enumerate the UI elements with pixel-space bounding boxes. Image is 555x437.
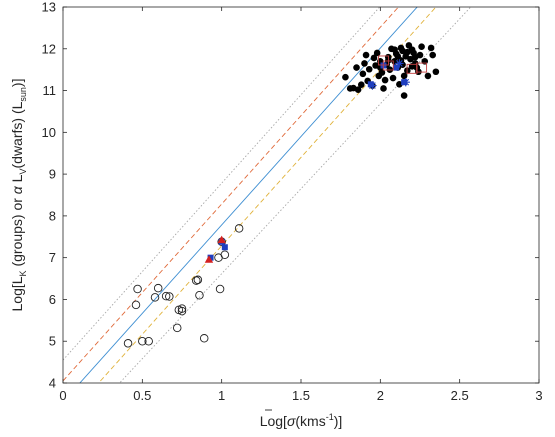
data-point-red-triangle bbox=[217, 235, 226, 244]
data-point-filled-circle bbox=[381, 76, 389, 84]
data-point-filled-circle bbox=[394, 52, 402, 60]
data-point-open-circle bbox=[153, 283, 163, 293]
x-axis-label-sigma: σ bbox=[287, 413, 296, 429]
data-point-filled-circle bbox=[373, 49, 381, 57]
x-tick-label: 0 bbox=[59, 388, 66, 403]
data-point-red-open-square bbox=[382, 60, 394, 71]
fit-line-dashed bbox=[98, 7, 437, 383]
data-point-filled-circle bbox=[424, 72, 432, 80]
x-tick-label: 3 bbox=[535, 388, 542, 403]
data-point-filled-circle bbox=[362, 51, 370, 59]
data-point-open-circle bbox=[220, 250, 230, 259]
data-point-filled-circle bbox=[378, 69, 386, 76]
data-point-blue-square bbox=[393, 64, 400, 71]
data-point-open-circle bbox=[150, 293, 160, 302]
x-tick-label: 1.5 bbox=[292, 388, 310, 403]
data-point-open-circle bbox=[161, 291, 171, 301]
data-point-filled-circle bbox=[389, 74, 397, 82]
data-point-open-circle bbox=[131, 300, 141, 310]
y-tick-label: 7 bbox=[49, 250, 56, 265]
data-point-filled-circle bbox=[353, 64, 360, 71]
data-point-open-circle bbox=[165, 292, 174, 301]
data-point-blue-star bbox=[401, 78, 410, 87]
y-tick-label: 9 bbox=[49, 167, 56, 182]
data-point-blue-square bbox=[207, 254, 214, 261]
y-tick-label: 11 bbox=[43, 83, 57, 98]
data-point-filled-circle bbox=[408, 46, 416, 53]
data-point-blue-star bbox=[395, 59, 404, 68]
x-tick-label: 0.5 bbox=[133, 388, 151, 403]
data-point-open-circle bbox=[177, 306, 187, 316]
fit-line-dashed bbox=[63, 7, 400, 382]
data-point-filled-circle bbox=[354, 86, 362, 94]
data-point-blue-square bbox=[221, 244, 228, 251]
plot-area bbox=[63, 7, 539, 383]
data-point-filled-circle bbox=[361, 60, 368, 67]
data-point-open-circle bbox=[138, 336, 147, 346]
data-point-filled-circle bbox=[396, 80, 403, 88]
data-point-open-circle bbox=[193, 275, 203, 285]
data-point-filled-circle bbox=[411, 53, 419, 61]
data-point-filled-circle bbox=[391, 46, 398, 53]
data-point-open-circle bbox=[199, 334, 209, 343]
data-point-open-circle bbox=[234, 224, 244, 233]
y-axis-label: Log[LK (groups) or α LV(dwarfs) (Lsun)] bbox=[9, 79, 28, 312]
data-point-blue-star bbox=[368, 81, 377, 90]
data-point-filled-circle bbox=[418, 43, 425, 50]
data-point-filled-circle bbox=[427, 44, 435, 52]
data-point-red-open-square bbox=[416, 62, 428, 73]
data-point-open-circle bbox=[195, 291, 204, 300]
x-tick-label: 1 bbox=[218, 388, 225, 403]
data-point-open-circle bbox=[123, 339, 133, 348]
data-point-filled-circle bbox=[429, 51, 436, 59]
y-tick-label: 13 bbox=[42, 0, 56, 15]
data-point-filled-circle bbox=[357, 81, 365, 89]
x-tick-label: 2 bbox=[377, 388, 384, 403]
fit-lines bbox=[63, 7, 472, 383]
x-tick-label: 2.5 bbox=[451, 388, 469, 403]
data-point-filled-circle bbox=[370, 54, 378, 62]
x-axis-ticks: 0 0.5 1 1.5 2 2.5 3 bbox=[59, 7, 543, 403]
y-axis-ticks: 4 5 6 7 8 9 10 11 12 13 bbox=[42, 0, 539, 391]
data-point-filled-circle bbox=[400, 92, 408, 99]
data-point-red-triangle bbox=[204, 255, 214, 263]
data-point-filled-circle bbox=[342, 73, 349, 81]
y-tick-label: 12 bbox=[42, 41, 56, 56]
y-tick-label: 10 bbox=[42, 125, 56, 140]
data-marks bbox=[123, 42, 440, 348]
y-tick-label: 6 bbox=[49, 292, 56, 307]
y-tick-label: 5 bbox=[49, 334, 56, 349]
y-tick-label: 4 bbox=[49, 376, 56, 391]
data-point-red-open-square bbox=[406, 63, 418, 74]
y-tick-label: 8 bbox=[49, 208, 56, 223]
data-point-open-circle bbox=[172, 323, 182, 333]
data-point-open-circle bbox=[177, 304, 187, 313]
data-point-filled-circle bbox=[365, 65, 373, 73]
fit-line-solid bbox=[79, 7, 418, 383]
data-point-filled-circle bbox=[380, 85, 387, 92]
data-point-filled-circle bbox=[421, 58, 429, 65]
fit-line-dotted bbox=[118, 7, 472, 383]
data-point-open-circle bbox=[215, 284, 225, 294]
data-point-open-circle bbox=[192, 276, 201, 285]
x-axis-label: Log[σ(kms-1)] bbox=[260, 412, 343, 429]
data-point-filled-circle bbox=[432, 68, 440, 76]
data-point-filled-circle bbox=[359, 70, 367, 78]
data-point-filled-circle bbox=[400, 72, 408, 80]
data-point-open-circle bbox=[133, 284, 142, 294]
data-point-open-circle bbox=[144, 336, 153, 346]
